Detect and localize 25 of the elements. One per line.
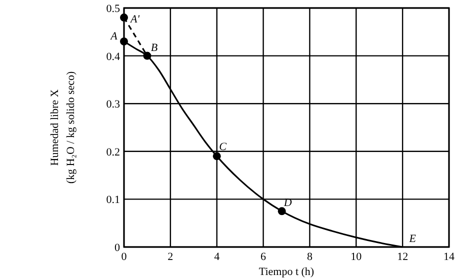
y-tick-label: 0 [114, 242, 120, 254]
point [120, 14, 128, 22]
x-tick-label: 8 [306, 251, 313, 263]
annotation: B [150, 42, 158, 54]
y-tick-label: 0.5 [106, 3, 120, 15]
annotation: A [110, 30, 118, 42]
point [143, 52, 152, 60]
annotation: E [408, 233, 416, 245]
x-tick-label: 12 [397, 251, 408, 263]
point [278, 207, 286, 216]
y-tick-label: 0.4 [106, 50, 120, 63]
y-tick-label: 0.3 [106, 98, 120, 111]
x-tick-label: 2 [168, 251, 174, 263]
point [212, 152, 221, 160]
annotation: A' [129, 14, 140, 26]
point [120, 37, 128, 46]
x-tick-label: 10 [350, 251, 362, 263]
annotation: C [219, 141, 228, 154]
x-tick-label: 14 [444, 251, 455, 263]
x-tick-label: 4 [214, 251, 220, 263]
y-tick-label: 0.2 [106, 146, 120, 158]
x-axis-title: Tiempo t (h) [258, 266, 314, 278]
x-tick-label: 6 [260, 251, 267, 263]
y-tick-label: 0.1 [106, 194, 120, 206]
y-axis-title: Humedad libre X (kg H₂O / kg solido seco) [49, 71, 77, 184]
